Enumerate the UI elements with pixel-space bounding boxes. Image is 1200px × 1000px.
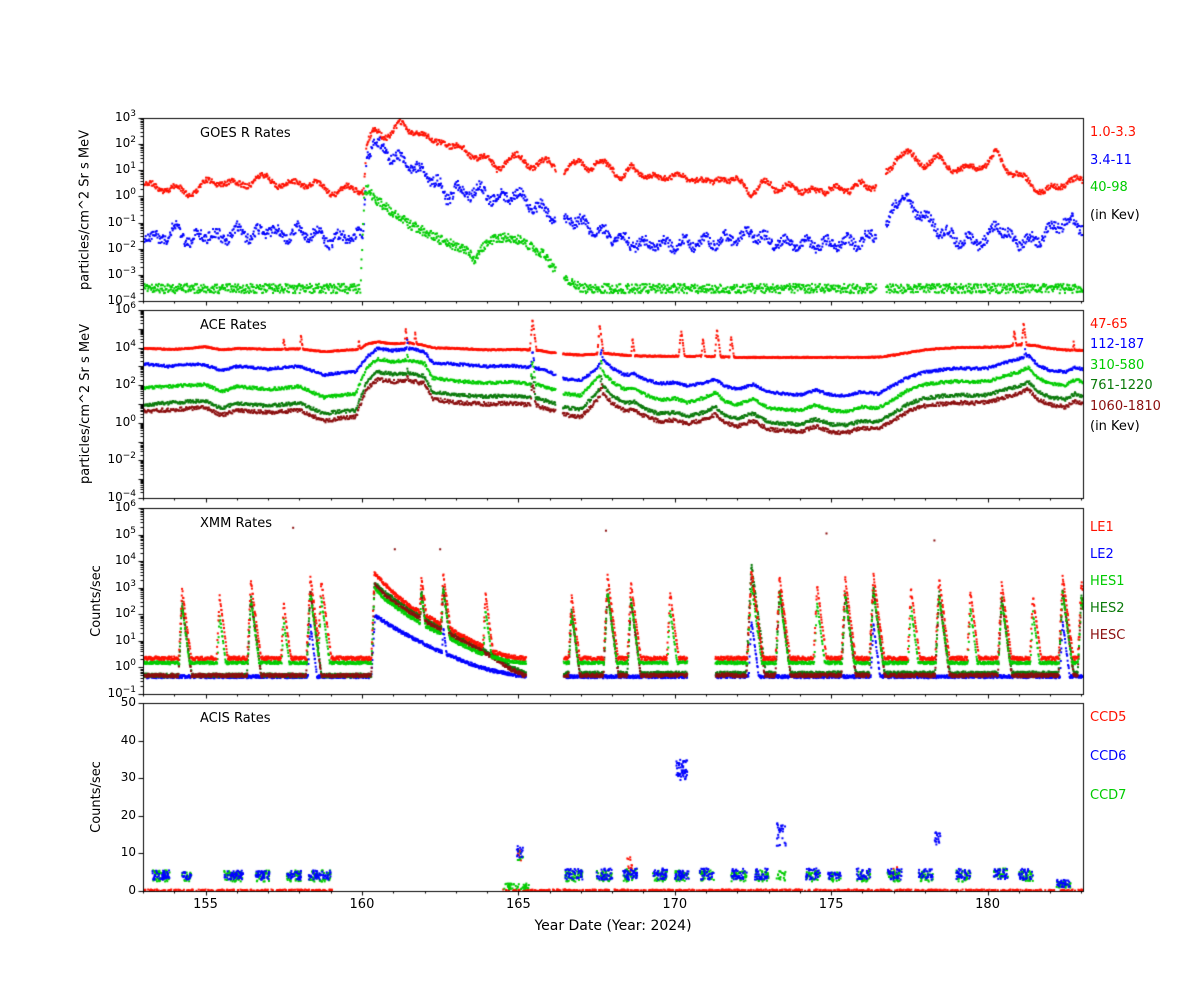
- y-tick-label: 102: [114, 376, 136, 392]
- y-tick-label: 10−1: [107, 213, 136, 229]
- y-tick-label: 105: [114, 525, 136, 541]
- legend-item-le2: LE2: [1090, 547, 1114, 562]
- y-tick-label: 10−4: [107, 292, 136, 307]
- y-tick-label: 10−3: [107, 265, 136, 281]
- x-tick-label: 155: [193, 897, 218, 912]
- y-tick-label: 40: [120, 732, 136, 747]
- y-axis-label: Counts/sec: [89, 565, 104, 637]
- y-tick-label: 10−1: [107, 685, 136, 700]
- panel-title: ACE Rates: [200, 318, 267, 333]
- y-tick-label: 101: [114, 631, 136, 647]
- y-tick-label: 103: [114, 578, 136, 594]
- y-tick-label: 20: [120, 807, 136, 822]
- legend-item-3-4-11: 3.4-11: [1090, 152, 1132, 168]
- y-tick-label: 101: [114, 161, 136, 177]
- legend-item-hesc: HESC: [1090, 628, 1126, 643]
- y-tick-label: 50: [120, 695, 136, 709]
- y-tick-label: 10−2: [107, 451, 136, 467]
- legend-item-ccd7: CCD7: [1090, 788, 1127, 803]
- y-tick-label: 103: [114, 109, 136, 124]
- y-tick-label: 100: [114, 187, 136, 203]
- y-tick-label: 0: [128, 883, 136, 897]
- y-tick-label: 104: [114, 552, 136, 568]
- y-tick-label: 106: [114, 301, 136, 316]
- x-tick-label: 180: [975, 897, 1000, 912]
- legend-item-112-187: 112-187: [1090, 337, 1145, 353]
- y-tick-label: 106: [114, 499, 136, 514]
- legend-item-1-0-3-3: 1.0-3.3: [1090, 125, 1137, 140]
- x-tick-label: 160: [349, 897, 375, 912]
- legend-item-hes1: HES1: [1090, 574, 1125, 589]
- legend-item-1060-1810: 1060-1810: [1090, 398, 1161, 414]
- y-tick-label: 100: [114, 413, 136, 429]
- y-tick-label: 102: [114, 605, 136, 621]
- y-tick-label: 104: [114, 338, 136, 354]
- panel-title: GOES R Rates: [200, 126, 291, 141]
- y-axis-label: Counts/sec: [89, 761, 104, 833]
- x-tick-label: 170: [662, 897, 688, 912]
- legend-item-ccd6: CCD6: [1090, 749, 1127, 764]
- legend-item-40-98: 40-98: [1090, 180, 1128, 195]
- panel-title: XMM Rates: [200, 516, 273, 531]
- x-tick-label: 165: [505, 897, 531, 912]
- y-axis-label: particles/cm^2 Sr s MeV: [78, 323, 93, 485]
- x-tick-label: 175: [818, 897, 844, 912]
- legend-item--in-kev-: (in Kev): [1090, 207, 1140, 223]
- legend-item-761-1220: 761-1220: [1090, 378, 1153, 394]
- x-axis-label: Year Date (Year: 2024): [534, 918, 692, 934]
- legend-item-hes2: HES2: [1090, 601, 1125, 616]
- y-tick-label: 100: [114, 658, 136, 674]
- panel-title: ACIS Rates: [200, 711, 271, 726]
- legend-item-ccd5: CCD5: [1090, 710, 1127, 725]
- y-tick-label: 10: [120, 845, 136, 860]
- y-tick-label: 10−4: [107, 489, 136, 504]
- legend-item--in-kev-: (in Kev): [1090, 419, 1140, 434]
- y-tick-label: 10−2: [107, 239, 136, 255]
- y-axis-label: particles/cm^2 Sr s MeV: [77, 129, 93, 291]
- legend-item-310-580: 310-580: [1090, 357, 1145, 373]
- legend-item-le1: LE1: [1090, 520, 1114, 535]
- y-tick-label: 102: [114, 135, 136, 151]
- y-tick-label: 30: [120, 770, 136, 785]
- legend-item-47-65: 47-65: [1090, 317, 1128, 332]
